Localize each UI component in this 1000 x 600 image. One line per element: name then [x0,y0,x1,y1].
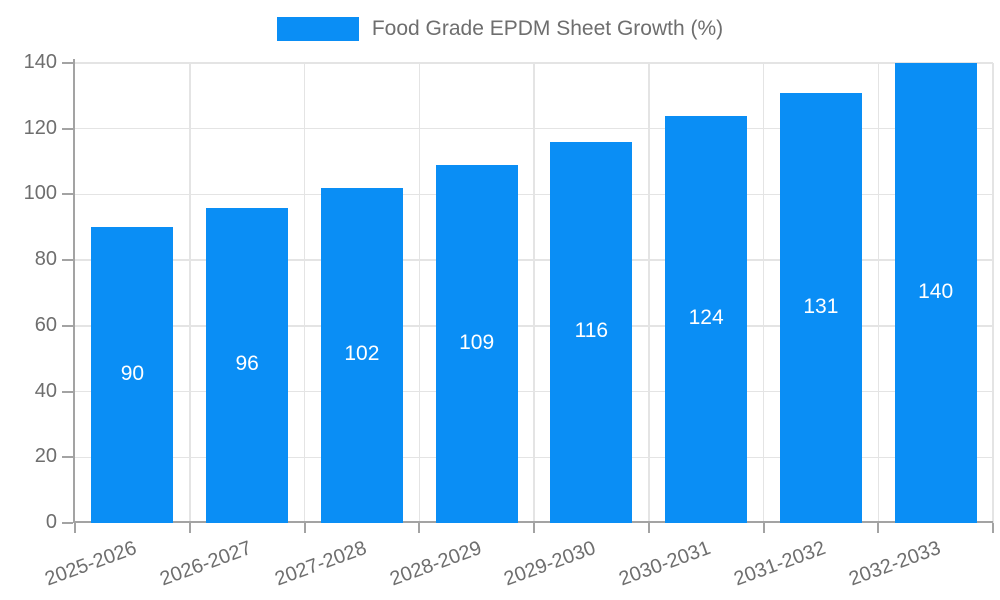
bar-value-label: 90 [120,362,145,386]
y-tick-label: 140 [23,51,57,73]
gridline-v [877,63,879,523]
gridline-v [418,63,420,523]
y-tick [62,259,73,262]
bar-value-label: 96 [235,352,259,376]
x-tick [418,523,421,533]
y-tick-label: 120 [23,116,57,139]
bar-value-label: 124 [688,306,724,330]
legend[interactable]: Food Grade EPDM Sheet Growth (%) [0,17,1000,41]
y-tick [62,390,73,393]
gridline-v [762,63,765,523]
y-tick [62,456,73,459]
bar[interactable] [91,227,174,523]
bar[interactable] [320,187,403,523]
y-tick [62,324,73,327]
y-tick-label: 60 [34,313,57,336]
bar-value-label: 140 [918,280,954,303]
y-axis-line [73,59,75,523]
gridline-v [648,63,650,523]
y-tick [62,193,73,196]
bar[interactable] [665,115,748,523]
x-tick [647,523,650,533]
bar[interactable] [550,141,633,523]
bar-value-label: 131 [803,294,839,318]
x-tick [533,523,535,533]
x-tick [303,523,306,533]
gridline-v [533,63,535,523]
y-tick-label: 40 [34,379,57,402]
y-tick-label: 0 [45,511,57,533]
gridline-v [189,63,191,523]
legend-swatch [276,17,359,41]
x-tick [188,523,191,533]
y-tick [62,62,73,64]
y-tick-label: 80 [34,248,57,271]
bar-value-label: 109 [459,330,495,354]
legend-label: Food Grade EPDM Sheet Growth (%) [371,17,724,40]
gridline-v [992,63,994,523]
gridline-v [303,63,306,523]
x-tick [992,523,994,533]
x-axis-line [73,521,993,523]
x-tick [762,523,765,533]
bar[interactable] [779,92,862,523]
x-tick [74,523,76,533]
x-tick [877,523,880,533]
y-tick-label: 100 [23,182,57,205]
bar-value-label: 116 [574,319,609,343]
y-tick [62,127,73,130]
bar[interactable] [206,207,289,523]
y-tick-label: 20 [34,445,57,468]
bar[interactable] [894,63,977,523]
bar-value-label: 102 [344,342,380,366]
y-tick [62,522,73,524]
bar[interactable] [435,164,518,523]
